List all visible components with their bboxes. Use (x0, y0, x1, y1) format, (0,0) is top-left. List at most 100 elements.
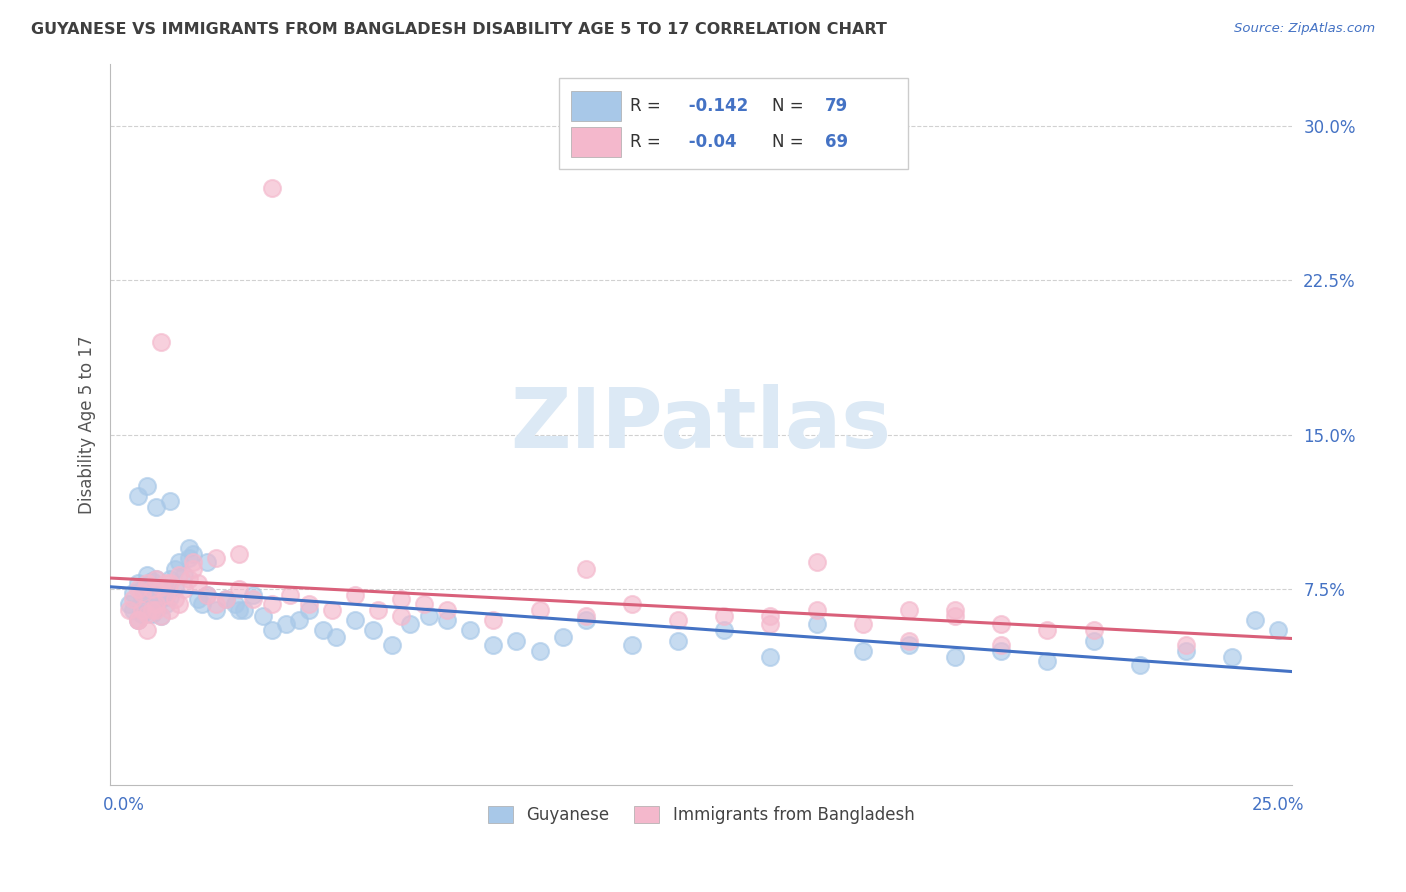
Point (149, 334, 172, 349)
Point (177, 551, 200, 566)
Point (136, 624, 159, 638)
Point (224, 597, 246, 611)
Point (399, 617, 422, 632)
Point (122, 586, 145, 600)
Point (145, 572, 167, 586)
Point (990, 638, 1012, 652)
Point (713, 608, 735, 623)
Point (163, 580, 186, 594)
Point (169, 555, 191, 569)
Text: R =: R = (630, 97, 666, 115)
Point (145, 572, 167, 586)
Point (169, 597, 191, 611)
Point (205, 603, 228, 617)
FancyBboxPatch shape (571, 91, 621, 121)
Point (852, 644, 875, 658)
Point (181, 555, 204, 569)
Point (214, 592, 236, 607)
Point (759, 617, 782, 632)
Point (136, 607, 159, 621)
Point (131, 603, 153, 617)
Point (195, 555, 218, 569)
Point (381, 638, 404, 652)
Point (274, 617, 297, 632)
Point (343, 588, 366, 602)
Point (181, 547, 204, 561)
Point (149, 580, 172, 594)
Point (897, 638, 920, 652)
Point (155, 576, 177, 591)
Text: Source: ZipAtlas.com: Source: ZipAtlas.com (1234, 22, 1375, 36)
Point (145, 603, 167, 617)
Point (1220, 650, 1243, 665)
Point (145, 600, 167, 615)
Point (666, 613, 689, 627)
Point (1036, 624, 1059, 638)
Point (620, 638, 643, 652)
Point (117, 597, 139, 611)
Point (127, 613, 149, 627)
FancyBboxPatch shape (571, 127, 621, 157)
Point (1267, 624, 1289, 638)
Point (620, 597, 643, 611)
Point (1174, 638, 1197, 652)
Point (149, 592, 172, 607)
Point (187, 592, 209, 607)
Point (141, 607, 163, 621)
Point (155, 582, 177, 596)
Point (325, 630, 347, 644)
Point (343, 613, 366, 627)
Point (806, 617, 828, 632)
Point (389, 592, 412, 607)
Point (131, 586, 153, 600)
Point (136, 479, 159, 493)
Point (117, 603, 139, 617)
Point (127, 576, 149, 591)
Point (367, 603, 389, 617)
Point (141, 603, 163, 617)
Point (1083, 624, 1105, 638)
Point (187, 576, 209, 591)
Point (141, 574, 163, 588)
Point (228, 582, 250, 596)
Point (141, 588, 163, 602)
Point (713, 624, 735, 638)
Point (389, 608, 412, 623)
Point (575, 613, 598, 627)
Point (260, 597, 283, 611)
Text: -0.04: -0.04 (683, 133, 737, 151)
Point (436, 613, 458, 627)
Text: N =: N = (772, 133, 808, 151)
Point (177, 541, 200, 555)
Point (943, 608, 966, 623)
Point (252, 608, 274, 623)
Point (228, 603, 250, 617)
Point (321, 603, 343, 617)
Point (141, 582, 163, 596)
Point (127, 490, 149, 504)
FancyBboxPatch shape (560, 78, 908, 169)
Point (145, 500, 167, 514)
Point (163, 592, 186, 607)
Point (145, 597, 167, 611)
Point (575, 608, 598, 623)
Point (233, 603, 256, 617)
Point (505, 633, 527, 648)
Text: GUYANESE VS IMMIGRANTS FROM BANGLADESH DISABILITY AGE 5 TO 17 CORRELATION CHART: GUYANESE VS IMMIGRANTS FROM BANGLADESH D… (31, 22, 887, 37)
Point (136, 576, 159, 591)
Point (458, 624, 481, 638)
Point (214, 592, 236, 607)
Point (529, 603, 551, 617)
Point (155, 597, 177, 611)
Text: N =: N = (772, 97, 808, 115)
Point (159, 572, 181, 586)
Point (897, 603, 920, 617)
Point (990, 644, 1012, 658)
Point (363, 624, 385, 638)
Point (242, 588, 264, 602)
Point (943, 650, 966, 665)
Point (897, 633, 920, 648)
Point (136, 603, 159, 617)
Point (228, 547, 250, 561)
Point (159, 576, 181, 591)
